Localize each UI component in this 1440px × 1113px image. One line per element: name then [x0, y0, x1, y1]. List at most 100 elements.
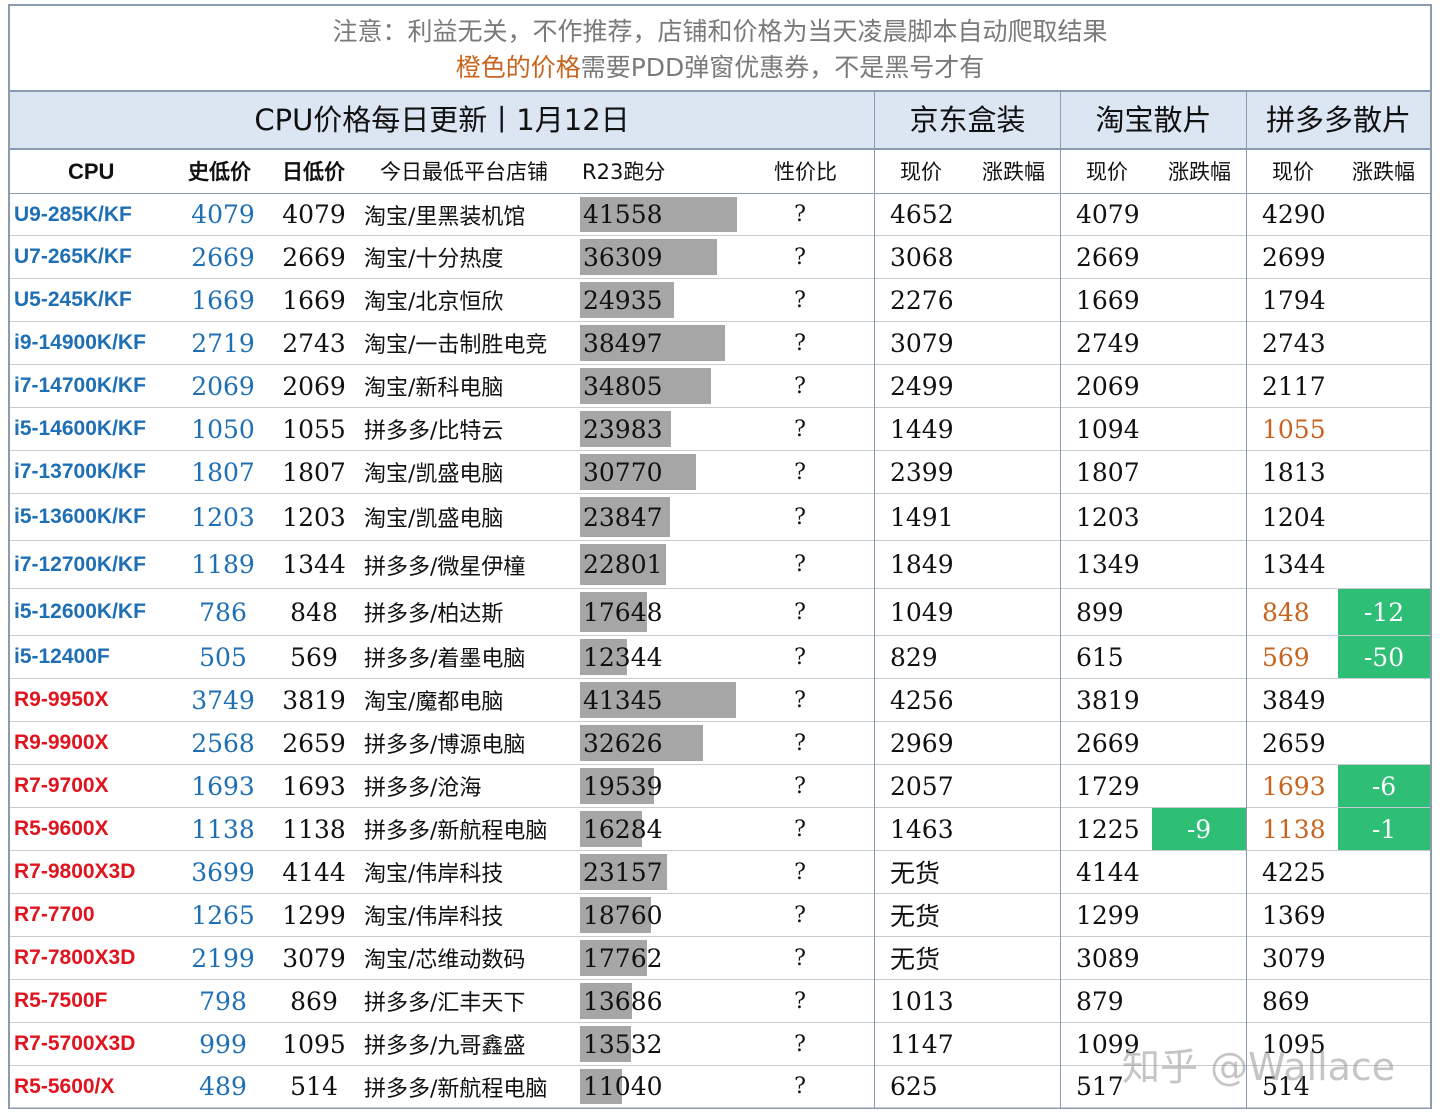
day-low-price: 1344 — [282, 550, 346, 579]
jd-price: 3068 — [890, 242, 954, 272]
day-low-price: 1138 — [282, 814, 346, 844]
jd-change — [970, 980, 1060, 1022]
cpu-name: i7-14700K/KF — [14, 374, 146, 397]
value-for-money: ? — [794, 773, 806, 799]
hist-low-price: 999 — [199, 1029, 247, 1059]
pdd-price: 1344 — [1262, 550, 1326, 579]
value-for-money: ? — [794, 599, 806, 625]
day-low-price: 2669 — [282, 242, 346, 272]
taobao-price: 615 — [1076, 642, 1124, 672]
r23-bar — [580, 897, 651, 933]
hist-low-price: 2199 — [191, 943, 255, 973]
jd-price: 2399 — [890, 457, 954, 487]
r23-score: 23847 — [583, 502, 663, 532]
table-title: CPU价格每日更新丨1月12日 — [254, 103, 630, 137]
hist-low-price: 1265 — [191, 900, 255, 930]
hist-low-price: 1807 — [191, 457, 255, 487]
notice-orange-text: 橙色的价格 — [455, 53, 581, 82]
jd-change — [970, 894, 1060, 936]
jd-price: 2057 — [890, 771, 954, 801]
jd-change — [970, 808, 1060, 850]
taobao-price: 1225 — [1076, 814, 1140, 844]
r23-bar — [580, 811, 642, 847]
hist-low-price: 3699 — [191, 857, 255, 887]
taobao-change — [1152, 365, 1246, 407]
col-cpu: CPU — [68, 159, 115, 184]
table-row: R7-9700X 1693 1693 拼多多/沧海 19539? 2057 1729 1693… — [10, 765, 1430, 808]
value-for-money: ? — [794, 988, 806, 1014]
r23-cell: 23847 — [580, 494, 780, 540]
r23-bar — [580, 768, 654, 804]
cpu-name: R5-9600X — [14, 817, 109, 840]
taobao-change — [1152, 236, 1246, 278]
lowest-shop: 淘宝/凯盛电脑 — [364, 507, 504, 532]
r23-cell: 19539 — [580, 765, 780, 807]
taobao-price: 3089 — [1076, 943, 1140, 973]
r23-score: 32626 — [583, 728, 663, 758]
pdd-change — [1338, 541, 1430, 588]
r23-score: 23157 — [583, 857, 663, 887]
jd-change — [970, 279, 1060, 321]
taobao-change — [1152, 851, 1246, 893]
taobao-change — [1152, 194, 1246, 235]
jd-price: 3079 — [890, 328, 954, 358]
lowest-shop: 淘宝/魔都电脑 — [364, 690, 504, 715]
jd-price: 829 — [890, 642, 938, 672]
pdd-group-header: 拼多多散片 — [1246, 92, 1430, 148]
day-low-price: 569 — [290, 642, 338, 672]
taobao-price: 2749 — [1076, 328, 1140, 358]
pdd-price: 3849 — [1262, 685, 1326, 715]
day-low-price: 3819 — [282, 685, 346, 715]
hist-low-price: 2568 — [191, 728, 255, 758]
lowest-shop: 拼多多/沧海 — [364, 776, 482, 801]
day-low-price: 4079 — [282, 200, 346, 229]
table-row: i5-12400F 505 569 拼多多/着墨电脑 12344? 829 615 569 -5… — [10, 636, 1430, 679]
col-shop: 今日最低平台店铺 — [380, 160, 548, 184]
jd-change — [970, 851, 1060, 893]
pdd-price: 569 — [1262, 642, 1310, 672]
day-low-price: 514 — [290, 1072, 338, 1101]
col-r23: R23跑分 — [582, 160, 666, 184]
lowest-shop: 拼多多/九哥鑫盛 — [364, 1034, 526, 1059]
taobao-change — [1152, 937, 1246, 979]
value-for-money: ? — [794, 287, 806, 313]
r23-bar — [580, 282, 674, 318]
day-low-price: 1693 — [282, 771, 346, 801]
table-row: i5-12600K/KF 786 848 拼多多/柏达斯 17648? 1049 899 84… — [10, 589, 1430, 636]
day-low-price: 4144 — [282, 857, 346, 887]
pdd-change — [1338, 494, 1430, 540]
hist-low-price: 3749 — [191, 685, 255, 715]
value-for-money: ? — [794, 202, 806, 227]
taobao-change — [1152, 679, 1246, 721]
table-row: i5-13600K/KF 1203 1203 淘宝/凯盛电脑 23847? 1491 120… — [10, 494, 1430, 541]
cpu-name: R7-9700X — [14, 774, 109, 797]
pdd-price: 1794 — [1262, 285, 1326, 315]
taobao-change — [1152, 279, 1246, 321]
cpu-name: i5-14600K/KF — [14, 417, 146, 440]
notice-line-1: 注意：利益无关，不作推荐，店铺和价格为当天凌晨脚本自动爬取结果 — [332, 17, 1108, 46]
taobao-price: 3819 — [1076, 685, 1140, 715]
r23-score: 41345 — [583, 685, 663, 715]
divider-taobao — [1060, 92, 1061, 1109]
value-for-money: ? — [794, 459, 806, 485]
lowest-shop: 拼多多/比特云 — [364, 419, 504, 444]
jd-change — [970, 765, 1060, 807]
pdd-change — [1338, 679, 1430, 721]
r23-score: 41558 — [583, 200, 663, 229]
r23-score: 17648 — [583, 597, 663, 627]
jd-change — [970, 365, 1060, 407]
hist-low-price: 505 — [199, 642, 247, 672]
r23-cell: 41345 — [580, 679, 780, 721]
table-row: R9-9900X 2568 2659 拼多多/博源电脑 32626? 2969 2669 26… — [10, 722, 1430, 765]
taobao-price: 1669 — [1076, 285, 1140, 315]
col-tb-price: 现价 — [1086, 160, 1128, 184]
jd-change — [970, 236, 1060, 278]
table-row: R7-5700X3D 999 1095 拼多多/九哥鑫盛 13532? 1147 1099 1… — [10, 1023, 1430, 1066]
hist-low-price: 1189 — [191, 550, 255, 579]
hist-low-price: 786 — [199, 597, 247, 627]
jd-change — [970, 679, 1060, 721]
cpu-name: R9-9950X — [14, 688, 109, 711]
jd-price: 1049 — [890, 597, 954, 627]
taobao-change — [1152, 636, 1246, 678]
lowest-shop: 拼多多/微星伊橦 — [364, 554, 526, 580]
